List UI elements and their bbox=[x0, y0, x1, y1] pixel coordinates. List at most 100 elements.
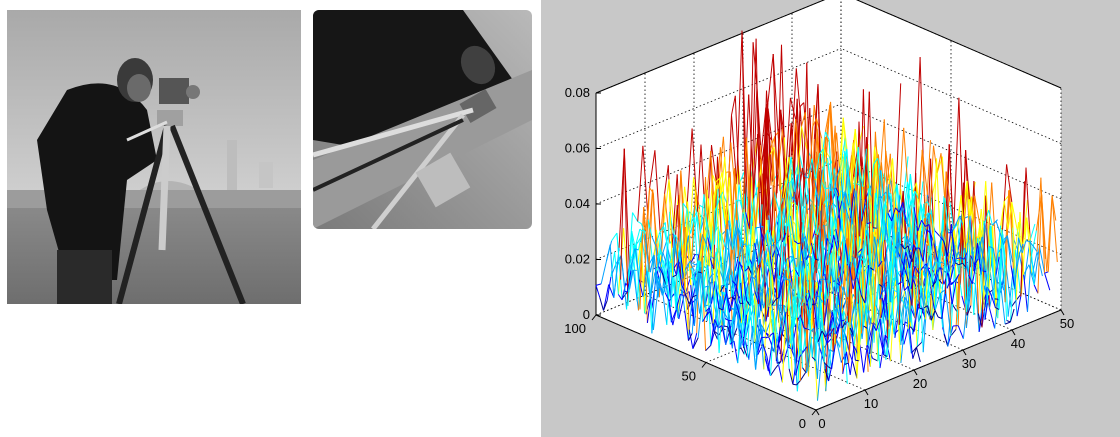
mesh-segment bbox=[714, 226, 719, 309]
mesh-segment bbox=[786, 267, 792, 344]
mesh-segment bbox=[776, 109, 782, 194]
mesh-segment bbox=[954, 262, 960, 266]
mesh-segment bbox=[738, 266, 744, 346]
mesh-segment bbox=[873, 227, 877, 229]
mesh-segment bbox=[950, 328, 957, 337]
mesh-segment bbox=[676, 170, 682, 263]
mesh-segment bbox=[681, 226, 686, 290]
mesh-segment bbox=[708, 307, 714, 324]
mesh-segment bbox=[859, 243, 864, 261]
mesh-segment bbox=[947, 301, 952, 347]
mesh-segment bbox=[1002, 234, 1008, 321]
mesh-segment bbox=[757, 165, 762, 188]
mesh-segment bbox=[702, 232, 708, 272]
mesh-segment bbox=[829, 349, 834, 352]
mesh-segment bbox=[827, 366, 832, 370]
mesh-segment bbox=[735, 304, 741, 330]
mesh-segment bbox=[795, 213, 801, 259]
mesh-segment bbox=[742, 314, 748, 346]
mesh-segment bbox=[892, 158, 897, 247]
mesh-segment bbox=[774, 244, 780, 298]
mesh-segment bbox=[815, 154, 820, 180]
mesh-segment bbox=[683, 201, 689, 282]
mesh-segment bbox=[828, 139, 834, 200]
mesh-segment bbox=[826, 183, 832, 221]
mesh-segment bbox=[825, 199, 831, 255]
mesh-segment bbox=[655, 231, 661, 244]
mesh-segment bbox=[903, 127, 908, 182]
mesh-segment bbox=[631, 231, 636, 250]
mesh-segment bbox=[642, 145, 649, 220]
mesh-segment bbox=[910, 191, 916, 243]
mesh-segment bbox=[930, 287, 935, 309]
mesh-segment bbox=[637, 145, 644, 222]
mesh-segment bbox=[804, 175, 809, 179]
mesh-segment bbox=[948, 144, 954, 228]
mesh-segment bbox=[793, 333, 798, 392]
mesh-segment bbox=[1003, 200, 1009, 230]
mesh-segment bbox=[755, 38, 761, 224]
mesh-segment bbox=[787, 218, 792, 279]
mesh-segment bbox=[880, 294, 886, 318]
mesh-segment bbox=[844, 241, 850, 267]
mesh-segment bbox=[944, 197, 949, 234]
mesh-segment bbox=[1027, 257, 1032, 312]
mesh-segment bbox=[804, 296, 810, 312]
mesh-segment bbox=[900, 297, 906, 345]
mesh-segment bbox=[762, 90, 767, 219]
mesh-segment bbox=[931, 262, 937, 284]
mesh-segment bbox=[746, 300, 751, 307]
z-tick-label: 0.04 bbox=[565, 196, 590, 211]
mesh-segment bbox=[745, 212, 750, 229]
x-tick-label: 40 bbox=[1011, 336, 1025, 351]
mesh-segment bbox=[664, 292, 670, 302]
mesh-segment bbox=[645, 187, 651, 232]
mesh-segment bbox=[937, 316, 942, 319]
mesh-segment bbox=[794, 198, 800, 275]
y-tick-label: 0 bbox=[799, 416, 806, 431]
mesh-segment bbox=[673, 233, 678, 263]
mesh-segment bbox=[759, 222, 765, 251]
mesh-segment bbox=[874, 207, 880, 285]
axis-line-top bbox=[855, 0, 1062, 89]
z-tick-label: 0 bbox=[583, 307, 590, 322]
mesh-segment bbox=[895, 258, 901, 304]
mesh-segment bbox=[808, 248, 814, 312]
mesh-segment bbox=[902, 202, 908, 224]
mesh-segment bbox=[878, 190, 884, 242]
mesh-segment bbox=[678, 241, 683, 279]
mesh-segment bbox=[647, 219, 653, 237]
mesh-segment bbox=[874, 131, 880, 191]
mesh-segment bbox=[748, 42, 754, 229]
mesh-segment bbox=[689, 260, 695, 270]
mesh-segment bbox=[734, 168, 739, 259]
mesh-segment bbox=[900, 309, 907, 364]
mesh-segment bbox=[710, 319, 716, 346]
mesh-segment bbox=[900, 243, 905, 250]
mesh-segment bbox=[811, 202, 817, 234]
mesh-segment bbox=[904, 245, 909, 250]
mesh-segment bbox=[766, 90, 771, 155]
mesh-segment bbox=[962, 242, 967, 312]
mesh-segment bbox=[922, 300, 928, 353]
mesh-segment bbox=[680, 293, 685, 297]
mesh-segment bbox=[743, 193, 749, 266]
mesh-segment bbox=[690, 268, 696, 288]
mesh-segment bbox=[828, 216, 833, 297]
mesh-segment bbox=[785, 278, 791, 312]
mesh-segment bbox=[949, 202, 955, 229]
mesh-segment bbox=[999, 232, 1005, 245]
mesh-segment bbox=[781, 311, 787, 335]
mesh-segment bbox=[912, 182, 917, 194]
mesh-segment bbox=[840, 313, 846, 365]
mesh-segment bbox=[800, 245, 806, 269]
mesh-segment bbox=[949, 226, 955, 281]
mesh-segment bbox=[1029, 241, 1034, 247]
mesh-segment bbox=[945, 289, 952, 337]
mesh-segment bbox=[798, 162, 803, 223]
mesh-segment bbox=[854, 177, 859, 253]
mesh-segment bbox=[772, 53, 778, 194]
mesh-segment bbox=[803, 327, 808, 330]
mesh-segment bbox=[882, 287, 888, 324]
mesh-segment bbox=[872, 188, 878, 232]
